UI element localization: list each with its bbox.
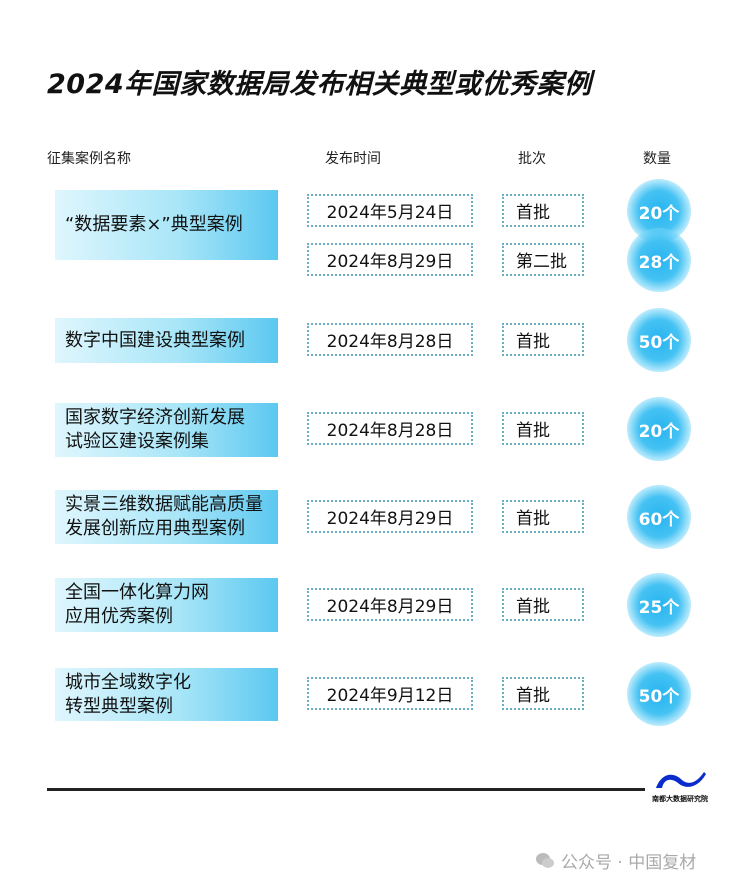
wechat-icon	[536, 852, 554, 868]
count-badge: 20个	[627, 397, 691, 461]
batch: 首批	[502, 500, 584, 533]
case-name-line: “数据要素×”典型案例	[65, 214, 243, 235]
header-name: 征集案例名称	[47, 151, 131, 167]
watermark: 公众号 · 中国复材	[535, 848, 696, 873]
release-date: 2024年8月28日	[307, 323, 473, 356]
batch: 首批	[502, 194, 584, 227]
case-name: 数字中国建设典型案例	[55, 318, 278, 363]
case-name: “数据要素×”典型案例	[55, 190, 278, 260]
case-name-line: 应用优秀案例	[65, 606, 173, 627]
release-date: 2024年9月12日	[307, 677, 473, 710]
release-date: 2024年8月28日	[307, 412, 473, 445]
case-name-line: 城市全域数字化	[65, 671, 191, 693]
header-batch: 批次	[518, 151, 546, 167]
batch: 首批	[502, 677, 584, 710]
case-name: 国家数字经济创新发展 试验区建设案例集	[55, 403, 278, 457]
release-date: 2024年8月29日	[307, 243, 473, 276]
count-badge: 20个	[627, 179, 691, 243]
logo-text: 南都大数据研究院	[652, 795, 708, 803]
count-badge: 60个	[627, 485, 691, 549]
case-name-line: 发展创新应用典型案例	[65, 518, 245, 539]
header-count: 数量	[643, 151, 671, 167]
case-name: 实景三维数据赋能高质量 发展创新应用典型案例	[55, 490, 278, 544]
logo-wave-icon	[656, 772, 706, 788]
release-date: 2024年8月29日	[307, 588, 473, 621]
batch: 首批	[502, 588, 584, 621]
batch: 首批	[502, 412, 584, 445]
case-name-line: 全国一体化算力网	[65, 582, 209, 603]
case-name-line: 转型典型案例	[65, 695, 173, 717]
case-name-line: 数字中国建设典型案例	[65, 329, 245, 351]
case-name: 城市全域数字化 转型典型案例	[55, 668, 278, 721]
batch: 首批	[502, 323, 584, 356]
count-badge: 50个	[627, 662, 691, 726]
logo: 南都大数据研究院	[652, 770, 710, 804]
batch: 第二批	[502, 243, 584, 276]
case-name-line: 实景三维数据赋能高质量	[65, 494, 263, 515]
case-name: 全国一体化算力网 应用优秀案例	[55, 578, 278, 632]
page-title: 2024年国家数据局发布相关典型或优秀案例	[47, 69, 592, 100]
divider	[47, 788, 645, 791]
case-name-line: 国家数字经济创新发展	[65, 407, 245, 428]
count-badge: 50个	[627, 308, 691, 372]
count-badge: 28个	[627, 228, 691, 292]
release-date: 2024年8月29日	[307, 500, 473, 533]
count-badge: 25个	[627, 573, 691, 637]
release-date: 2024年5月24日	[307, 194, 473, 227]
case-name-line: 试验区建设案例集	[65, 431, 209, 452]
header-date: 发布时间	[325, 151, 381, 167]
watermark-text: 公众号 · 中国复材	[561, 853, 697, 873]
